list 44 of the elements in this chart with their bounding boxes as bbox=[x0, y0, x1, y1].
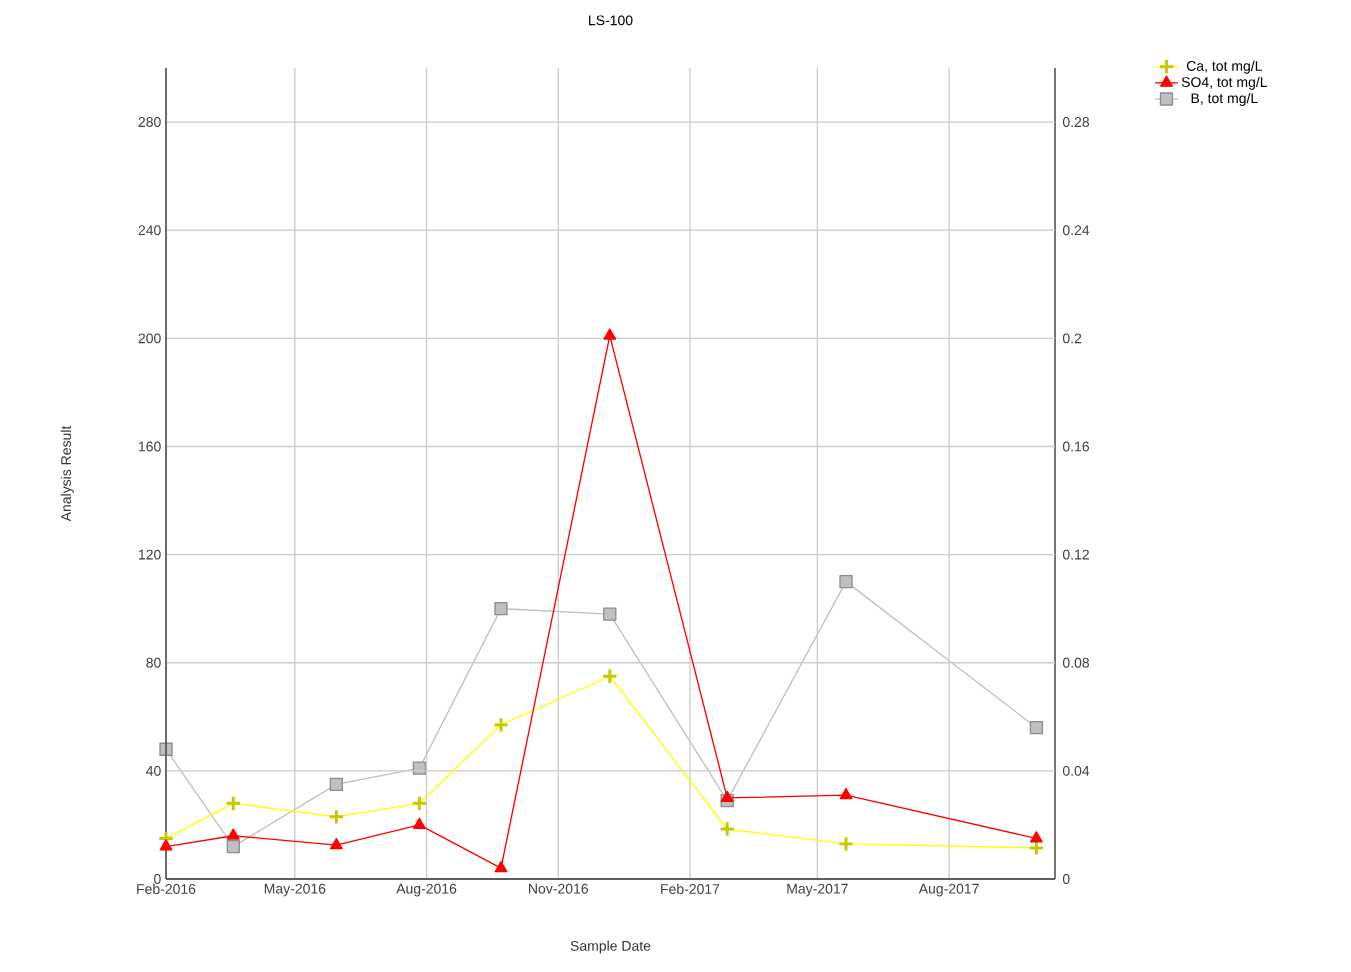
point bbox=[494, 860, 508, 873]
y-tick-label: 280 bbox=[138, 117, 161, 128]
legend-label: Ca, tot mg/L bbox=[1186, 60, 1262, 74]
x-tick-label: Feb-2016 bbox=[137, 883, 196, 894]
point bbox=[1029, 831, 1043, 843]
y-tick-label: 160 bbox=[139, 441, 161, 452]
point bbox=[1029, 720, 1044, 735]
point bbox=[226, 828, 240, 840]
point bbox=[159, 839, 173, 851]
y-axis-title: Analysis Result bbox=[60, 425, 74, 522]
point bbox=[329, 777, 344, 792]
point bbox=[839, 574, 853, 589]
point bbox=[603, 607, 617, 621]
y2-tick-label: 0.04 bbox=[1062, 765, 1090, 776]
y2-tick-label: 0.16 bbox=[1062, 441, 1090, 452]
point bbox=[412, 817, 426, 829]
x-tick-label: Feb-2017 bbox=[661, 883, 720, 894]
legend-label: SO4, tot mg/L bbox=[1181, 76, 1268, 90]
point bbox=[720, 790, 734, 802]
y-tick-label: 0 bbox=[154, 874, 161, 884]
y-tick-label: 40 bbox=[146, 765, 161, 776]
point bbox=[226, 839, 240, 854]
point bbox=[603, 328, 617, 340]
y-tick-label: 240 bbox=[138, 225, 161, 236]
y2-tick-label: 0.12 bbox=[1062, 549, 1089, 560]
x-tick-label: May-2016 bbox=[264, 883, 326, 897]
point bbox=[329, 837, 343, 850]
x-tick-label: Aug-2017 bbox=[918, 883, 979, 897]
point bbox=[839, 787, 853, 800]
y2-tick-label: 0.08 bbox=[1062, 657, 1090, 668]
x-axis-title: Sample Date bbox=[570, 940, 651, 954]
x-tick-label: May-2017 bbox=[787, 883, 848, 897]
y2-tick-label: 0.2 bbox=[1062, 333, 1082, 344]
y2-tick-label: 0.24 bbox=[1062, 225, 1090, 236]
legend-label: B, tot mg/L bbox=[1191, 92, 1258, 106]
y2-tick-label: 0 bbox=[1062, 874, 1070, 884]
x-tick-label: Nov-2016 bbox=[529, 883, 588, 894]
point bbox=[494, 602, 508, 616]
x-tick-label: Aug-2016 bbox=[396, 883, 457, 897]
y-tick-label: 200 bbox=[138, 333, 161, 344]
y2-tick-label: 0.28 bbox=[1062, 117, 1090, 128]
chart-title: LS-100 bbox=[589, 15, 633, 26]
y-tick-label: 80 bbox=[146, 657, 161, 668]
y-tick-label: 120 bbox=[139, 549, 161, 560]
